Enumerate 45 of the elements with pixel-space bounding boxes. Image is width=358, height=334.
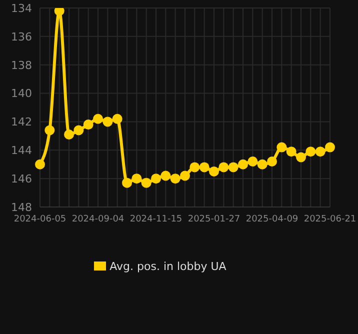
- point: [296, 152, 306, 162]
- point: [93, 114, 103, 124]
- point: [228, 162, 238, 172]
- point: [64, 130, 74, 140]
- point: [267, 156, 277, 167]
- y-tick-label: 142: [11, 116, 32, 129]
- y-tick-label: 134: [11, 2, 32, 15]
- point: [248, 156, 258, 167]
- point: [35, 159, 45, 170]
- point: [218, 162, 229, 172]
- y-tick-label: 146: [11, 172, 32, 186]
- y-tick-label: 140: [11, 87, 32, 100]
- x-tick-label: 2025-06-21: [304, 214, 356, 224]
- point: [257, 159, 268, 170]
- point: [160, 170, 171, 181]
- y-tick-label: 138: [11, 58, 32, 72]
- point: [238, 159, 248, 170]
- x-tick-label: 2024-11-15: [130, 214, 182, 224]
- y-tick-label: 136: [11, 30, 32, 44]
- point: [190, 162, 200, 172]
- point: [102, 116, 113, 127]
- point: [315, 146, 326, 157]
- point: [122, 178, 132, 188]
- point: [112, 114, 122, 124]
- legend-label: Avg. pos. in lobby UA: [110, 260, 226, 273]
- x-tick-label: 2024-09-04: [72, 214, 124, 224]
- x-tick-label: 2025-01-27: [188, 214, 240, 224]
- point: [170, 174, 180, 184]
- point: [74, 125, 84, 136]
- point: [325, 142, 335, 152]
- x-tick-label: 2024-06-05: [14, 214, 66, 224]
- point: [83, 120, 94, 130]
- point: [199, 162, 210, 172]
- x-tick-label: 2025-04-09: [246, 214, 298, 224]
- y-tick-label: 148: [11, 200, 32, 214]
- point: [306, 146, 316, 157]
- point: [209, 166, 219, 176]
- point: [276, 142, 287, 152]
- point: [141, 178, 152, 188]
- point: [151, 174, 161, 184]
- y-tick-label: 144: [11, 144, 32, 158]
- point: [180, 170, 190, 181]
- point: [132, 174, 142, 184]
- point: [44, 125, 55, 136]
- point: [286, 146, 296, 157]
